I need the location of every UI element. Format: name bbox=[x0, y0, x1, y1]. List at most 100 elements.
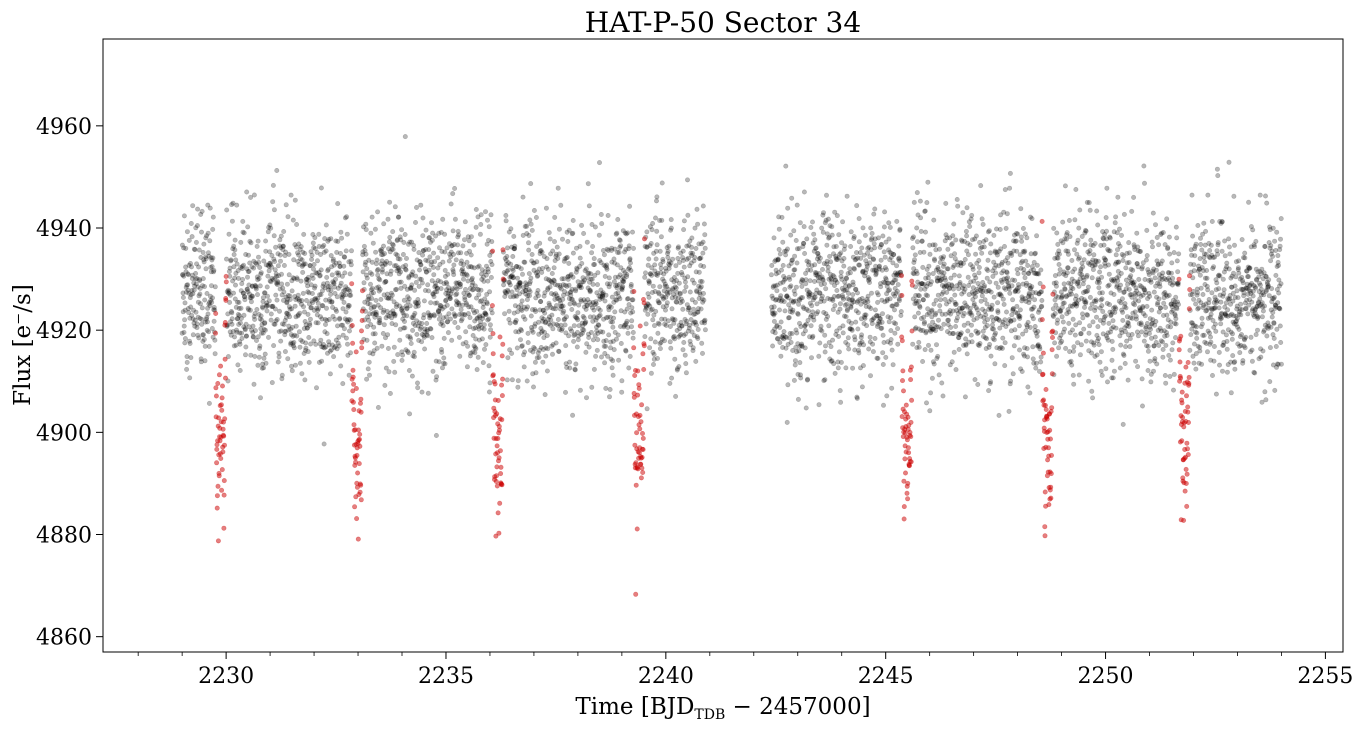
data-point bbox=[1109, 338, 1115, 344]
data-point bbox=[1006, 408, 1012, 414]
data-point bbox=[236, 305, 242, 311]
data-point bbox=[428, 220, 434, 226]
in-transit-point bbox=[354, 452, 360, 458]
data-point bbox=[1034, 262, 1040, 268]
data-point bbox=[265, 302, 271, 308]
data-point bbox=[360, 252, 366, 258]
data-point bbox=[443, 279, 449, 285]
data-point bbox=[1078, 342, 1084, 348]
data-point bbox=[426, 312, 432, 318]
data-point bbox=[1144, 253, 1150, 259]
data-point bbox=[1106, 262, 1112, 268]
data-point bbox=[185, 287, 191, 293]
data-point bbox=[978, 183, 984, 189]
data-point bbox=[1015, 335, 1021, 341]
data-point bbox=[1072, 266, 1078, 272]
data-point bbox=[200, 283, 206, 289]
data-point bbox=[415, 303, 421, 309]
data-point bbox=[692, 255, 698, 261]
data-point bbox=[1123, 265, 1129, 271]
data-point bbox=[953, 367, 959, 373]
data-point bbox=[796, 301, 802, 307]
data-point bbox=[1257, 192, 1263, 198]
data-point bbox=[911, 257, 917, 263]
data-point bbox=[231, 290, 237, 296]
data-point bbox=[1120, 309, 1126, 315]
data-point bbox=[515, 378, 521, 384]
in-transit-point bbox=[899, 378, 905, 384]
data-point bbox=[613, 336, 619, 342]
data-point bbox=[305, 349, 311, 355]
data-point bbox=[385, 216, 391, 222]
in-transit-point bbox=[898, 273, 904, 279]
data-point bbox=[306, 290, 312, 296]
data-point bbox=[1277, 323, 1283, 329]
data-point bbox=[624, 318, 630, 324]
data-point bbox=[273, 318, 279, 324]
data-point bbox=[179, 242, 185, 248]
in-transit-point bbox=[905, 480, 911, 486]
data-point bbox=[371, 324, 377, 330]
data-point bbox=[436, 359, 442, 365]
data-point bbox=[201, 241, 207, 247]
data-point bbox=[583, 395, 589, 401]
data-point bbox=[630, 297, 636, 303]
data-point bbox=[1264, 333, 1270, 339]
data-point bbox=[932, 257, 938, 263]
data-point bbox=[1230, 331, 1236, 337]
data-point bbox=[1257, 282, 1263, 288]
data-point bbox=[517, 280, 523, 286]
data-point bbox=[1005, 275, 1011, 281]
data-point bbox=[1087, 248, 1093, 254]
data-point bbox=[886, 236, 892, 242]
data-point bbox=[387, 260, 393, 266]
data-point bbox=[432, 300, 438, 306]
data-point bbox=[642, 274, 648, 280]
data-point bbox=[446, 288, 452, 294]
data-point bbox=[658, 265, 664, 271]
data-point bbox=[1099, 296, 1105, 302]
data-point bbox=[395, 265, 401, 271]
data-point bbox=[464, 272, 470, 278]
data-point bbox=[440, 323, 446, 329]
data-point bbox=[312, 246, 318, 252]
data-point bbox=[275, 279, 281, 285]
data-point bbox=[185, 282, 191, 288]
data-point bbox=[1203, 228, 1209, 234]
data-point bbox=[420, 248, 426, 254]
data-point bbox=[209, 283, 215, 289]
data-point bbox=[317, 272, 323, 278]
data-point bbox=[1019, 368, 1025, 374]
data-point bbox=[393, 322, 399, 328]
data-point bbox=[1022, 275, 1028, 281]
data-point bbox=[1259, 314, 1265, 320]
data-point bbox=[401, 312, 407, 318]
data-point bbox=[330, 313, 336, 319]
data-point bbox=[698, 284, 704, 290]
data-point bbox=[681, 227, 687, 233]
data-point bbox=[380, 309, 386, 315]
data-point bbox=[228, 258, 234, 264]
data-point bbox=[323, 222, 329, 228]
data-point bbox=[587, 288, 593, 294]
data-point bbox=[327, 298, 333, 304]
data-point bbox=[237, 367, 243, 373]
data-point bbox=[395, 256, 401, 262]
data-point bbox=[1025, 384, 1031, 390]
data-point bbox=[439, 365, 445, 371]
data-point bbox=[606, 275, 612, 281]
data-point bbox=[340, 306, 346, 312]
data-point bbox=[876, 263, 882, 269]
data-point bbox=[286, 272, 292, 278]
data-point bbox=[282, 329, 288, 335]
data-point bbox=[432, 284, 438, 290]
data-point bbox=[489, 310, 495, 316]
data-point bbox=[693, 358, 699, 364]
data-point bbox=[378, 248, 384, 254]
data-point bbox=[486, 389, 492, 395]
data-point bbox=[879, 311, 885, 317]
data-point bbox=[197, 315, 203, 321]
data-point bbox=[1205, 349, 1211, 355]
data-point bbox=[1147, 293, 1153, 299]
data-point bbox=[807, 278, 813, 284]
